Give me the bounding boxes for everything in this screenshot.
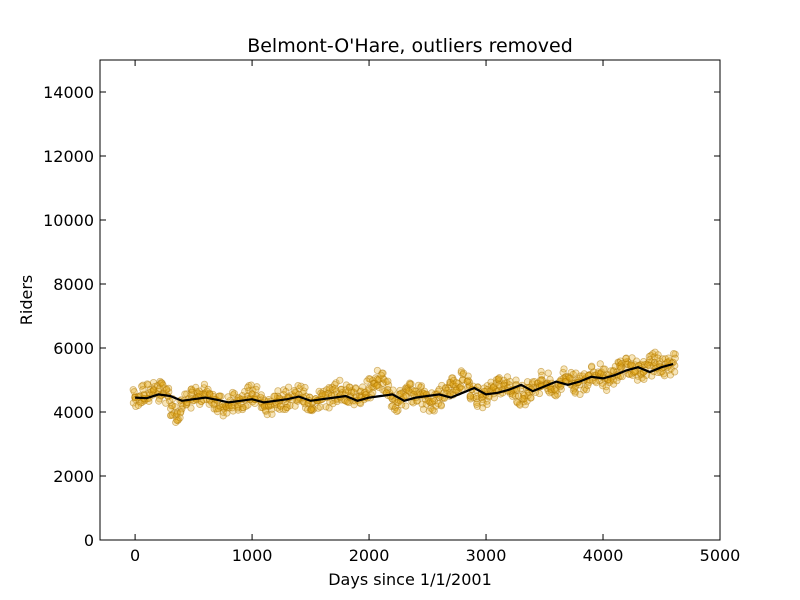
scatter-point [503,373,512,381]
y-tick-label: 8000 [53,275,94,294]
scatter-point [188,388,196,396]
scatter-point [252,385,260,394]
scatter-point [463,377,471,385]
x-tick-label: 3000 [466,546,507,565]
scatter-point [316,403,324,411]
x-tick-label: 5000 [700,546,741,565]
scatter-point [479,399,487,407]
scatter-point [257,391,265,399]
scatter-point [671,368,679,376]
scatter-point [369,389,377,397]
x-tick-label: 0 [130,546,140,565]
scatter-point [130,388,138,396]
scatter-point [580,386,588,394]
scatter-point [332,379,340,387]
scatter-point [570,385,578,393]
scatter-point [544,369,552,377]
scatter-point [671,354,679,362]
scatter-point [321,391,329,399]
scatter-point [588,362,596,370]
scatter-point [358,383,367,391]
y-axis-title: Riders [17,275,36,325]
scatter-point [464,372,472,380]
scatter-point [336,376,344,384]
scatter-point [483,400,491,409]
scatter-point [270,392,278,400]
scatter-point [307,405,315,414]
scatter-point [494,375,503,383]
scatter-point [582,386,591,394]
scatter-point [171,403,179,411]
scatter-point [268,410,276,418]
scatter-point [372,382,380,390]
scatter-point [274,387,282,395]
scatter-point [377,371,385,379]
scatter-point [162,399,170,407]
scatter-point [384,377,392,385]
x-tick-label: 4000 [583,546,624,565]
scatter-point [223,409,231,417]
axis-ticks: 0 1000 2000 3000 4000 5000 0 2000 4000 6000 8000 10… [43,60,740,565]
scatter-point [204,385,212,393]
scatter-point [437,402,445,410]
scatter-point [389,386,397,394]
scatter-point [345,383,353,391]
x-tick-label: 1000 [232,546,273,565]
scatter-point [139,386,147,394]
scatter-point [644,361,652,369]
y-tick-label: 12000 [43,147,94,166]
scatter-point [527,394,535,402]
scatter-point [279,405,287,413]
scatter-point [398,401,406,409]
y-tick-label: 4000 [53,403,94,422]
y-tick-label: 2000 [53,467,94,486]
y-tick-label: 6000 [53,339,94,358]
scatter-point [584,381,592,390]
y-tick-label: 14000 [43,83,94,102]
y-tick-label: 10000 [43,211,94,230]
scatter-point [216,392,224,400]
plot-frame [99,59,721,541]
chart-title: Belmont-O'Hare, outliers removed [247,35,573,57]
scatter-point [394,406,402,414]
scatter-point [200,380,209,388]
scatter-point [163,385,171,393]
scatter-point [284,383,293,391]
scatter-point [414,381,423,389]
scatter-point [176,409,185,417]
scatter-point [596,360,604,368]
scatter-point [393,407,401,416]
scatter-point [401,392,409,400]
scatter-point [331,385,339,393]
x-axis-title: Days since 1/1/2001 [328,570,492,589]
trend-line-group [135,362,674,404]
scatter-point [536,376,545,384]
scatter-point [229,388,237,397]
scatter-point [552,392,560,400]
scatter-point [560,365,568,373]
scatter-point [513,398,521,406]
scatter-point [322,403,330,411]
scatter-point [452,379,460,387]
x-tick-label: 2000 [349,546,390,565]
scatter-point [363,377,371,385]
scatter-point [187,404,195,412]
scatter-point [406,380,414,388]
scatter-point [603,386,611,394]
scatter-point [452,386,460,394]
scatter-point [294,382,302,390]
trend-line [135,362,674,404]
scatter-points [129,348,679,426]
y-tick-label: 0 [84,531,94,550]
scatter-point [466,392,474,400]
scatter-point [473,400,481,408]
scatter-point [402,402,410,410]
scatter-point [286,401,294,410]
scatter-point [640,375,648,383]
